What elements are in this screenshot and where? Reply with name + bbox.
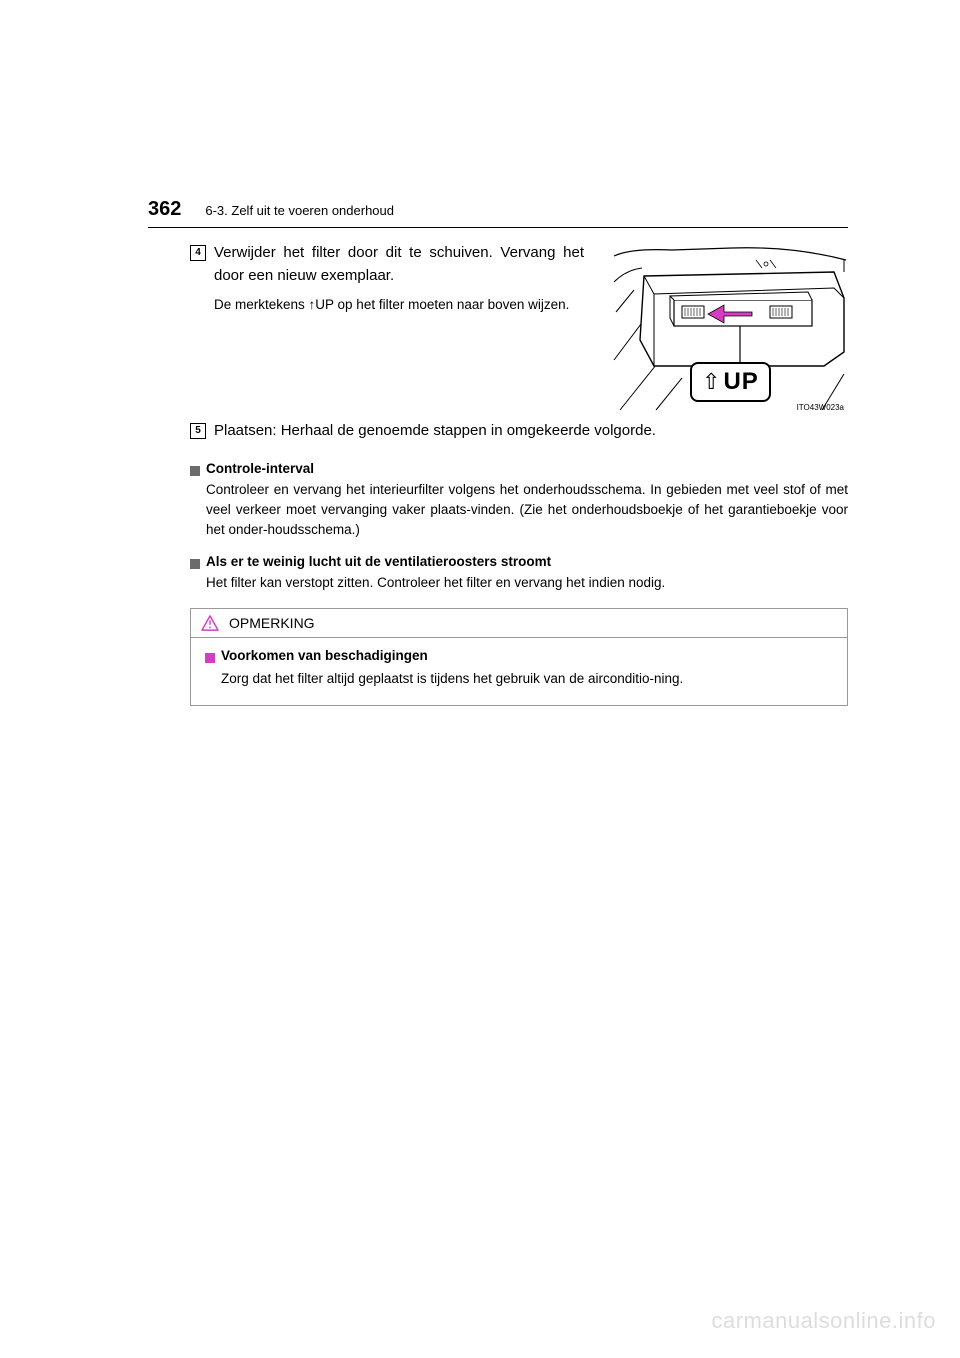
figure-code: ITO43W023a (797, 403, 844, 412)
warning-triangle-icon (201, 615, 219, 631)
notice-heading-text: Voorkomen van beschadigingen (221, 648, 428, 663)
page-container: 362 6-3. Zelf uit te voeren onderhoud 4 … (0, 0, 960, 706)
info-body-2: Het filter kan verstopt zitten. Controle… (190, 573, 848, 593)
step-4-row: 4 Verwijder het filter door dit te schui… (190, 242, 584, 287)
info-section-controle: Controle-interval Controleer en vervang … (148, 461, 848, 541)
info-title-2: Als er te weinig lucht uit de ventilatie… (206, 554, 551, 569)
info-section-ventilatie: Als er te weinig lucht uit de ventilatie… (148, 554, 848, 593)
up-arrow-icon: ⇧ (702, 371, 720, 393)
square-bullet-icon (190, 466, 200, 476)
notice-header: OPMERKING (191, 609, 847, 638)
step-4-subnote: De merktekens ↑UP op het filter moeten n… (214, 295, 584, 315)
watermark: carmanualsonline.info (711, 1308, 936, 1334)
square-bullet-icon (190, 559, 200, 569)
section-header: 6-3. Zelf uit te voeren onderhoud (205, 203, 394, 218)
step-4-badge: 4 (190, 245, 206, 261)
step-5-badge: 5 (190, 423, 206, 439)
step-5-text: Plaatsen: Herhaal de genoemde stappen in… (214, 420, 848, 443)
page-header: 362 6-3. Zelf uit te voeren onderhoud (148, 198, 848, 228)
info-body-1: Controleer en vervang het interieurfilte… (190, 480, 848, 541)
notice-heading-row: Voorkomen van beschadigingen (205, 648, 833, 663)
step-4-text: Verwijder het filter door dit te schuive… (214, 242, 584, 287)
notice-text: Zorg dat het filter altijd geplaatst is … (205, 669, 833, 689)
up-badge: ⇧ UP (690, 362, 771, 402)
step-4-block: 4 Verwijder het filter door dit te schui… (148, 242, 848, 414)
info-heading-row-2: Als er te weinig lucht uit de ventilatie… (190, 554, 848, 569)
notice-box: OPMERKING Voorkomen van beschadigingen Z… (190, 608, 848, 706)
info-title-1: Controle-interval (206, 461, 314, 476)
up-badge-text: UP (723, 368, 758, 396)
notice-header-label: OPMERKING (229, 615, 315, 631)
notice-body: Voorkomen van beschadigingen Zorg dat he… (191, 638, 847, 705)
notice-square-icon (205, 653, 215, 663)
step-4-text-column: 4 Verwijder het filter door dit te schui… (190, 242, 600, 414)
info-heading-row: Controle-interval (190, 461, 848, 476)
step-5-block: 5 Plaatsen: Herhaal de genoemde stappen … (148, 420, 848, 443)
figure-column: ⇧ UP ITO43W023a (612, 242, 848, 414)
page-number: 362 (148, 198, 181, 221)
filter-illustration: ⇧ UP ITO43W023a (612, 242, 848, 414)
